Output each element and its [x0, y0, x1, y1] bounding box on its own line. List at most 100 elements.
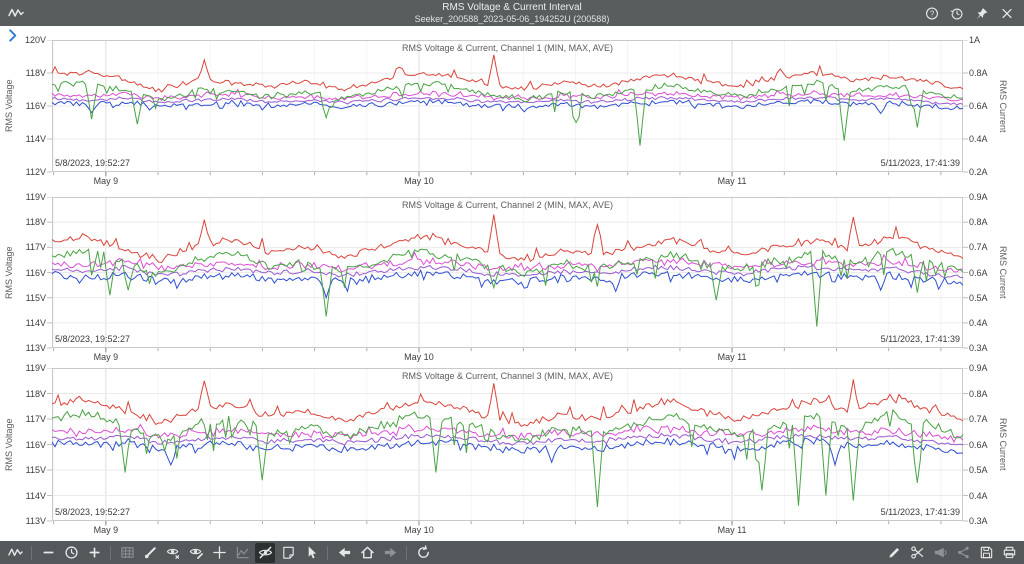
series-current-min — [51, 98, 964, 115]
crosshair-button[interactable] — [209, 543, 229, 563]
toolbar-left-group — [5, 542, 433, 563]
time-annotations: 5/8/2023, 19:52:27 5/11/2023, 17:41:39 — [47, 334, 968, 344]
y-tick-label-voltage: 114V — [25, 490, 46, 501]
draw-marker-button[interactable] — [140, 543, 160, 563]
annotate-button[interactable] — [186, 543, 206, 563]
series-voltage-max — [51, 214, 964, 264]
time-range-button[interactable] — [61, 543, 81, 563]
window-subtitle: Seeker_200588_2023-05-06_194252U (200588… — [414, 14, 610, 24]
y-axis-title-current: RMS Current — [998, 79, 1008, 133]
add-note-button[interactable] — [278, 543, 298, 563]
y-tick-label-current: 0.4A — [969, 317, 988, 328]
y-tick-label-current: 0.3A — [969, 343, 988, 353]
series-current-max — [51, 88, 964, 102]
x-tick-label: May 9 — [93, 176, 119, 186]
start-time-label: 5/8/2023, 19:52:27 — [55, 507, 131, 517]
series-voltage-max — [51, 379, 964, 428]
y-axis-title-current: RMS Current — [998, 246, 1008, 299]
y-tick-label-current: 0.4A — [969, 134, 988, 144]
series-current-ave — [51, 96, 964, 106]
data-table-button[interactable] — [117, 543, 137, 563]
end-time-label: 5/11/2023, 17:41:39 — [880, 158, 960, 168]
y-tick-label-current: 0.6A — [969, 101, 988, 111]
limit-lines-button[interactable] — [232, 543, 252, 563]
series-current-min — [51, 437, 964, 467]
edit-button[interactable] — [884, 543, 904, 563]
hide-events-button[interactable] — [255, 542, 275, 563]
plot-canvas[interactable] — [47, 197, 968, 354]
time-annotations: 5/8/2023, 19:52:27 5/11/2023, 17:41:39 — [47, 507, 968, 517]
cut-button[interactable] — [907, 543, 927, 563]
zoom-out-button[interactable] — [38, 543, 58, 563]
window-title: RMS Voltage & Current Interval — [442, 2, 582, 13]
plot-canvas[interactable] — [47, 40, 968, 178]
y-tick-label-current: 0.6A — [969, 267, 988, 278]
home-view-button[interactable] — [357, 543, 377, 563]
x-tick-label: May 9 — [93, 525, 119, 535]
plot-canvas[interactable] — [47, 368, 968, 527]
chart-title: RMS Voltage & Current, Channel 3 (MIN, M… — [402, 371, 613, 381]
refresh-button[interactable] — [413, 543, 433, 563]
chart-title: RMS Voltage & Current, Channel 2 (MIN, M… — [402, 200, 613, 210]
series-voltage-max — [51, 54, 964, 93]
toolbar-separator — [406, 545, 407, 560]
svg-text:?: ? — [930, 9, 935, 18]
y-tick-label-voltage: 117V — [25, 242, 46, 253]
y-tick-label-voltage: 116V — [25, 101, 46, 111]
x-tick-label: May 11 — [717, 176, 747, 186]
y-tick-label-current: 0.8A — [969, 217, 988, 228]
x-tick-label: May 10 — [404, 176, 434, 186]
announce-button[interactable] — [930, 543, 950, 563]
x-tick-label: May 11 — [717, 525, 747, 535]
y-tick-label-voltage: 118V — [25, 68, 46, 78]
save-button[interactable] — [976, 543, 996, 563]
y-tick-label-current: 0.4A — [969, 490, 988, 501]
waveform-icon — [8, 5, 24, 21]
end-time-label: 5/11/2023, 17:41:39 — [880, 507, 960, 517]
pointer-tool-button[interactable] — [301, 543, 321, 563]
help-icon[interactable]: ? — [925, 6, 939, 20]
y-tick-label-voltage: 118V — [25, 388, 46, 399]
y-tick-label-current: 0.9A — [969, 192, 988, 202]
history-icon[interactable] — [950, 6, 964, 20]
y-tick-label-voltage: 118V — [25, 217, 46, 228]
y-tick-label-voltage: 120V — [24, 35, 46, 45]
close-icon[interactable] — [1000, 6, 1014, 20]
y-tick-label-current: 0.3A — [969, 516, 988, 526]
start-time-label: 5/8/2023, 19:52:27 — [55, 334, 131, 344]
zoom-in-button[interactable] — [84, 543, 104, 563]
series-voltage-min — [51, 408, 964, 508]
y-tick-label-current: 0.6A — [969, 439, 988, 450]
y-tick-label-current: 0.9A — [969, 363, 988, 373]
y-tick-label-voltage: 119V — [25, 363, 46, 373]
y-tick-label-current: 0.7A — [969, 414, 988, 424]
hide-annotations-button[interactable] — [163, 543, 183, 563]
y-tick-label-voltage: 114V — [25, 317, 46, 328]
x-tick-label: May 9 — [93, 352, 119, 362]
y-tick-label-voltage: 116V — [25, 439, 46, 450]
y-tick-label-voltage: 113V — [25, 516, 46, 526]
y-tick-label-current: 0.8A — [969, 68, 988, 78]
titlebar-titles: RMS Voltage & Current Interval Seeker_20… — [120, 1, 904, 25]
series-current-min — [51, 268, 964, 300]
series-current-ave — [51, 264, 964, 279]
y-tick-label-voltage: 116V — [25, 267, 46, 278]
chevron-right-icon[interactable] — [5, 28, 20, 43]
back-button[interactable] — [334, 543, 354, 563]
y-tick-label-current: 0.8A — [969, 388, 988, 399]
pin-icon[interactable] — [975, 6, 989, 20]
share-button[interactable] — [953, 543, 973, 563]
y-tick-label-current: 0.5A — [969, 292, 988, 303]
y-tick-label-current: 0.7A — [969, 242, 988, 253]
forward-button[interactable] — [380, 543, 400, 563]
series-current-max — [51, 251, 964, 273]
toolbar-right-group — [884, 543, 1019, 563]
y-tick-label-current: 0.5A — [969, 465, 988, 475]
x-tick-label: May 11 — [717, 352, 747, 362]
print-button[interactable] — [999, 543, 1019, 563]
series-current-ave — [51, 432, 964, 446]
chart-menu-button[interactable] — [5, 543, 25, 563]
chart-title: RMS Voltage & Current, Channel 1 (MIN, M… — [402, 43, 613, 53]
series-current-max — [51, 423, 964, 444]
